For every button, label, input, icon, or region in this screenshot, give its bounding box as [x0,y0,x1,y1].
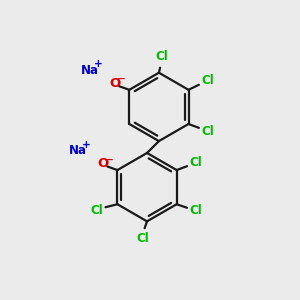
Text: Na: Na [69,144,87,157]
Text: Cl: Cl [91,204,103,217]
Text: O: O [109,77,120,90]
Text: Cl: Cl [190,204,202,217]
Text: Cl: Cl [190,156,202,169]
Text: Cl: Cl [155,50,168,63]
Text: +: + [82,140,91,149]
Text: −: − [105,154,114,164]
Text: Na: Na [80,64,98,77]
Text: O: O [97,157,109,170]
Text: −: − [117,74,126,84]
Text: Cl: Cl [136,232,149,245]
Text: Cl: Cl [202,74,214,87]
Text: Cl: Cl [202,125,214,138]
Text: +: + [94,59,103,69]
